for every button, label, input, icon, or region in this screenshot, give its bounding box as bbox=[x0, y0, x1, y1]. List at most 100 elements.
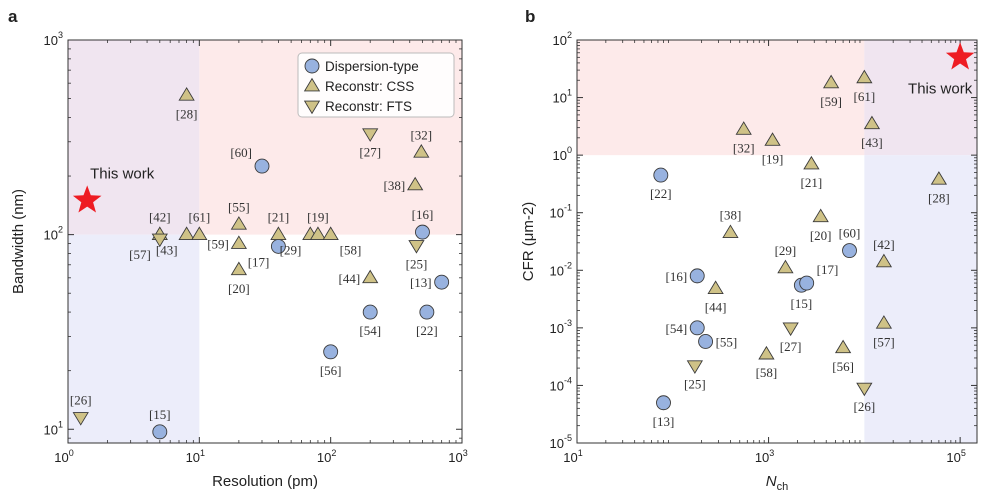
point-ref-label: [27] bbox=[780, 339, 802, 354]
shaded-region bbox=[577, 40, 865, 156]
y-tick-label: 10-1 bbox=[550, 203, 572, 221]
data-point bbox=[407, 176, 424, 191]
point-ref-label: [59] bbox=[820, 94, 842, 109]
point-ref-label: [56] bbox=[320, 363, 342, 378]
y-tick-base: 10 bbox=[550, 378, 564, 393]
point-ref-label: [57] bbox=[873, 334, 895, 349]
data-point bbox=[178, 87, 195, 101]
x-tick-label: 101 bbox=[563, 448, 582, 465]
x-axis-label: Resolution (pm) bbox=[212, 473, 318, 490]
data-point bbox=[834, 339, 852, 354]
point-ref-label: [13] bbox=[410, 275, 432, 290]
x-tick-base: 10 bbox=[317, 450, 331, 465]
x-tick-exp: 3 bbox=[769, 448, 774, 458]
y-tick-label: 10-4 bbox=[550, 375, 572, 393]
x-tick-exp: 0 bbox=[69, 448, 74, 458]
data-point bbox=[413, 144, 430, 158]
data-point bbox=[735, 121, 752, 135]
point-ref-label: [25] bbox=[406, 256, 428, 271]
y-tick-base: 10 bbox=[550, 263, 564, 278]
x-tick-base: 10 bbox=[946, 450, 960, 465]
series-tri-up: [59] [61] [43] [32] [19] [21] [28] [38] [20] [29]… bbox=[705, 69, 950, 380]
x-tick-label: 105 bbox=[946, 448, 965, 465]
y-tick-exp: 3 bbox=[58, 30, 63, 40]
data-point bbox=[689, 320, 705, 336]
y-tick-exp: -2 bbox=[564, 260, 572, 270]
y-tick-exp: -4 bbox=[564, 375, 572, 385]
point-ref-label: [58] bbox=[340, 243, 362, 258]
data-point bbox=[686, 360, 704, 374]
legend-marker bbox=[303, 100, 321, 115]
data-point bbox=[362, 128, 379, 142]
y-tick-exp: -5 bbox=[564, 433, 572, 443]
point-ref-label: [16] bbox=[412, 207, 434, 222]
series-tri-down: [27] [57] [25] [26] bbox=[70, 128, 428, 426]
x-tick-label: 103 bbox=[755, 448, 774, 465]
x-tick-exp: 3 bbox=[463, 448, 468, 458]
data-point bbox=[152, 424, 168, 440]
x-tick-exp: 1 bbox=[578, 448, 583, 458]
data-point bbox=[408, 240, 425, 254]
panel-letter: b bbox=[525, 7, 535, 26]
point-ref-label: [38] bbox=[384, 178, 406, 193]
data-point bbox=[72, 412, 89, 426]
data-point bbox=[178, 226, 195, 240]
y-tick-base: 10 bbox=[553, 148, 567, 163]
legend-marker bbox=[303, 77, 321, 92]
data-point bbox=[230, 216, 248, 230]
y-tick-exp: -1 bbox=[564, 203, 572, 213]
y-tick-base: 10 bbox=[44, 422, 58, 437]
point-ref-label: [55] bbox=[716, 334, 738, 349]
y-tick-exp: 2 bbox=[567, 30, 572, 40]
y-tick-base: 10 bbox=[550, 436, 564, 451]
y-tick-exp: 1 bbox=[58, 419, 63, 429]
y-tick-exp: 2 bbox=[58, 225, 63, 235]
data-point bbox=[698, 334, 714, 349]
y-tick-label: 102 bbox=[553, 30, 572, 48]
y-axis-label: Bandwidth (nm) bbox=[10, 189, 27, 294]
data-point bbox=[434, 274, 450, 290]
point-ref-label: [42] bbox=[149, 210, 171, 225]
point-ref-label: [59] bbox=[207, 237, 229, 252]
data-point bbox=[191, 226, 208, 240]
point-ref-label: [57] bbox=[129, 247, 151, 262]
data-point bbox=[656, 395, 671, 411]
point-ref-label: [20] bbox=[228, 281, 250, 296]
y-tick-label: 10-2 bbox=[550, 260, 572, 278]
y-tick-base: 10 bbox=[553, 33, 567, 48]
point-ref-label: [56] bbox=[832, 359, 854, 374]
y-tick-exp: 1 bbox=[567, 88, 572, 98]
data-point bbox=[419, 304, 435, 320]
panel-letter: a bbox=[8, 7, 18, 26]
point-ref-label: [22] bbox=[416, 323, 438, 338]
y-tick-label: 102 bbox=[44, 225, 63, 243]
legend-box bbox=[297, 52, 455, 118]
x-axis-label: Nch bbox=[766, 473, 788, 493]
point-ref-label: [32] bbox=[410, 127, 432, 142]
data-point bbox=[856, 69, 873, 84]
data-point bbox=[764, 132, 781, 146]
x-tick-label: 103 bbox=[448, 448, 467, 465]
this-work-star bbox=[72, 185, 102, 213]
point-ref-label: [44] bbox=[339, 271, 361, 286]
point-ref-label: [13] bbox=[653, 414, 675, 429]
point-ref-label: [61] bbox=[854, 89, 876, 104]
legend-entry-label: Dispersion-type bbox=[325, 59, 419, 74]
point-ref-label: [26] bbox=[854, 399, 876, 414]
point-ref-label: [17] bbox=[248, 254, 270, 269]
point-ref-label: [26] bbox=[70, 392, 92, 407]
data-point bbox=[856, 382, 873, 397]
point-ref-label: [21] bbox=[268, 210, 290, 225]
point-ref-label: [27] bbox=[359, 145, 381, 160]
y-axis-label: CFR (μm-2) bbox=[520, 202, 537, 281]
x-tick-label: 100 bbox=[54, 448, 73, 465]
y-tick-label: 10-5 bbox=[550, 433, 572, 451]
data-point bbox=[875, 315, 893, 329]
point-ref-label: [32] bbox=[733, 140, 755, 155]
data-point bbox=[362, 269, 379, 284]
point-ref-label: [38] bbox=[720, 208, 742, 223]
y-tick-base: 10 bbox=[44, 33, 58, 48]
point-ref-label: [60] bbox=[230, 145, 252, 160]
data-point bbox=[254, 158, 270, 174]
